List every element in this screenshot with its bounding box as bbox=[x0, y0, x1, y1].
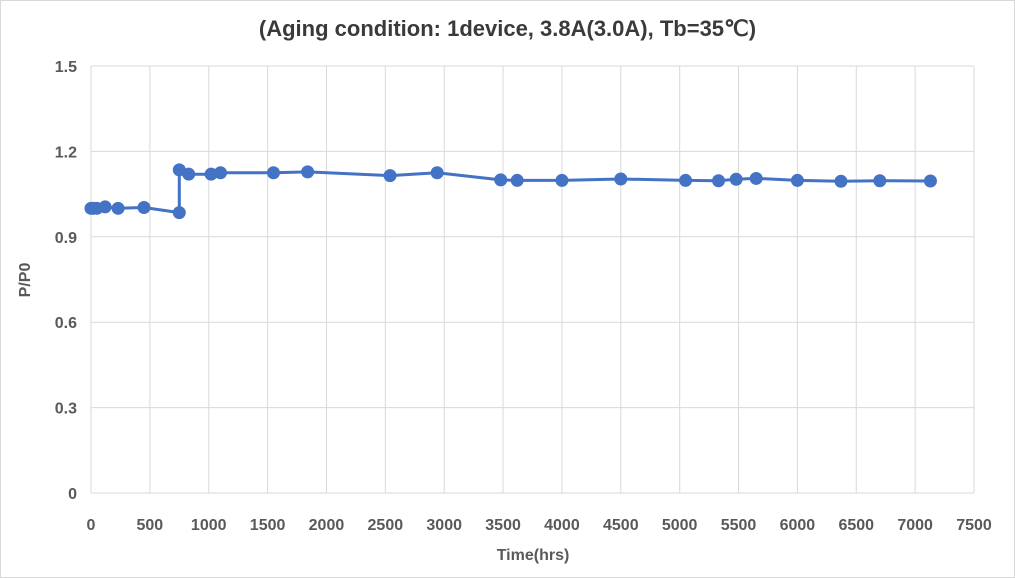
data-point bbox=[510, 173, 524, 187]
y-tick-label: 0.6 bbox=[55, 315, 77, 332]
y-axis-title: P/P0 bbox=[17, 263, 34, 298]
data-point bbox=[873, 174, 887, 188]
data-point bbox=[137, 200, 151, 214]
y-tick-label: 1.2 bbox=[55, 144, 77, 161]
data-point bbox=[834, 174, 848, 188]
x-tick-label: 4500 bbox=[603, 517, 639, 534]
x-tick-label: 1500 bbox=[250, 517, 286, 534]
x-axis-title: Time(hrs) bbox=[497, 547, 570, 564]
data-point bbox=[383, 169, 397, 183]
data-point bbox=[790, 173, 804, 187]
data-point bbox=[111, 201, 125, 215]
x-tick-label: 2000 bbox=[309, 517, 345, 534]
data-point bbox=[729, 172, 743, 186]
y-tick-label: 0.3 bbox=[55, 401, 77, 418]
series bbox=[84, 163, 937, 220]
data-point bbox=[494, 173, 508, 187]
y-tick-label: 1.5 bbox=[55, 59, 77, 76]
chart-title: (Aging condition: 1device, 3.8A(3.0A), T… bbox=[258, 16, 757, 41]
data-point bbox=[172, 206, 186, 220]
x-tick-label: 7000 bbox=[897, 517, 933, 534]
data-point bbox=[266, 166, 280, 180]
x-axis-ticks: 0 500 1000 1500 2000 2500 3000 3500 4000 4500 5000… bbox=[87, 517, 992, 534]
data-point bbox=[182, 167, 196, 181]
data-point bbox=[214, 166, 228, 180]
y-axis-ticks: 0 0.3 0.6 0.9 1.2 1.5 bbox=[55, 59, 77, 503]
x-tick-label: 2500 bbox=[368, 517, 404, 534]
x-tick-label: 6000 bbox=[780, 517, 816, 534]
y-tick-label: 0 bbox=[68, 486, 77, 503]
data-point bbox=[923, 174, 937, 188]
x-tick-label: 3500 bbox=[485, 517, 521, 534]
x-tick-label: 5000 bbox=[662, 517, 698, 534]
data-point bbox=[749, 171, 763, 185]
x-tick-label: 7500 bbox=[956, 517, 992, 534]
data-point bbox=[430, 166, 444, 180]
data-point bbox=[98, 200, 112, 214]
grid bbox=[90, 65, 975, 494]
x-tick-label: 6500 bbox=[838, 517, 874, 534]
x-tick-label: 500 bbox=[137, 517, 164, 534]
data-point bbox=[712, 174, 726, 188]
data-point bbox=[679, 173, 693, 187]
y-tick-label: 0.9 bbox=[55, 230, 77, 247]
x-tick-label: 3000 bbox=[426, 517, 462, 534]
x-tick-label: 5500 bbox=[721, 517, 757, 534]
x-tick-label: 0 bbox=[87, 517, 96, 534]
data-point bbox=[614, 172, 628, 186]
data-point bbox=[301, 165, 315, 179]
data-point bbox=[555, 173, 569, 187]
x-tick-label: 4000 bbox=[544, 517, 580, 534]
x-tick-label: 1000 bbox=[191, 517, 227, 534]
